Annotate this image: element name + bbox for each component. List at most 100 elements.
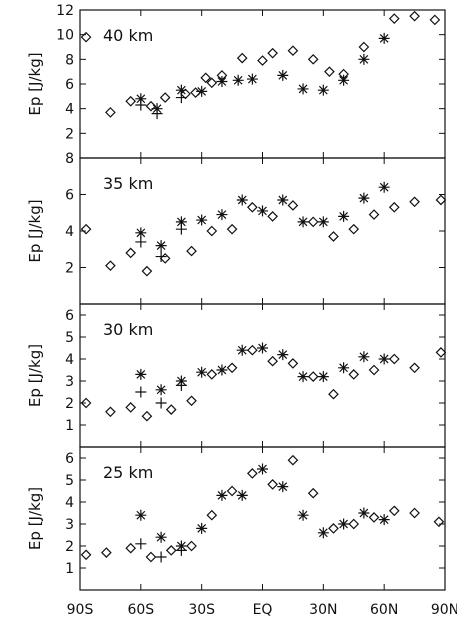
diamond-marker <box>348 369 360 380</box>
star-marker <box>297 371 309 383</box>
diamond-marker <box>388 353 400 365</box>
star-marker <box>216 209 228 221</box>
series-diamond <box>80 194 447 277</box>
diamond-marker <box>145 551 157 563</box>
series-star <box>135 342 390 396</box>
star-marker <box>216 489 228 501</box>
diamond-marker <box>186 245 197 257</box>
diamond-marker <box>206 77 218 89</box>
diamond-marker <box>125 542 137 554</box>
y-axis-label: Ep [J/kg] <box>26 487 44 550</box>
plus-marker <box>175 379 187 391</box>
series-star <box>135 32 390 115</box>
diamond-marker <box>80 549 92 561</box>
diamond-marker <box>105 406 116 418</box>
series-diamond <box>80 454 445 563</box>
plus-marker <box>135 99 147 111</box>
diamond-marker <box>159 253 171 264</box>
star-marker <box>257 205 268 217</box>
diamond-marker <box>429 14 441 26</box>
diamond-marker <box>409 507 420 519</box>
diamond-marker <box>186 395 197 407</box>
y-tick-label: 1 <box>65 561 74 577</box>
panel-4: 1 2 3 4 5 6 25 km Ep [J/kg] <box>26 446 446 591</box>
y-tick-label: 2 <box>65 396 74 412</box>
star-marker <box>338 362 350 374</box>
diamond-marker <box>206 509 218 521</box>
y-tick-label: 3 <box>65 374 74 390</box>
y-axis-label: Ep [J/kg] <box>26 199 44 262</box>
y-tick-label: 12 <box>56 3 74 19</box>
diamond-marker <box>287 45 299 57</box>
diamond-marker <box>186 540 197 552</box>
diamond-marker <box>206 225 218 237</box>
x-tick-label: 90S <box>67 602 94 618</box>
y-tick-label: 10 <box>56 28 74 44</box>
star-marker <box>378 514 390 526</box>
star-marker <box>338 74 350 86</box>
plus-marker <box>135 236 147 248</box>
diamond-marker <box>180 88 191 100</box>
star-marker <box>155 384 167 396</box>
star-marker <box>317 84 329 96</box>
series-diamond <box>80 344 447 422</box>
star-marker <box>216 364 228 376</box>
series-star <box>135 181 390 252</box>
diamond-marker <box>358 41 370 53</box>
plus-marker <box>155 551 167 563</box>
panel-3: 1 2 3 4 5 6 30 km Ep [J/kg] <box>26 303 447 448</box>
diamond-marker <box>287 200 299 211</box>
star-marker <box>277 349 289 361</box>
diamond-marker <box>247 468 258 479</box>
x-tick-label: 60S <box>127 602 154 618</box>
diamond-marker <box>267 355 278 367</box>
star-marker <box>236 489 248 501</box>
star-marker <box>338 210 350 222</box>
star-marker <box>317 527 329 539</box>
diamond-marker <box>267 479 278 490</box>
diamond-marker <box>165 545 177 556</box>
y-tick-label: 4 <box>65 102 74 118</box>
star-marker <box>155 531 167 543</box>
diamond-marker <box>388 201 400 213</box>
star-marker <box>232 74 244 86</box>
star-marker <box>378 353 390 365</box>
star-marker <box>196 366 208 378</box>
diamond-marker <box>348 223 360 235</box>
diamond-marker <box>267 47 278 59</box>
y-tick-label: 2 <box>65 261 74 277</box>
star-marker <box>135 93 147 105</box>
x-tick-label: 60N <box>370 602 398 618</box>
plus-marker <box>175 223 187 235</box>
y-tick-label: 5 <box>65 330 74 346</box>
panel-label: 30 km <box>103 320 153 339</box>
diamond-marker <box>409 10 420 22</box>
star-marker <box>236 194 248 206</box>
diamond-marker <box>226 362 238 374</box>
diamond-marker <box>433 516 445 528</box>
star-marker <box>338 518 350 530</box>
star-marker <box>317 216 329 228</box>
star-marker <box>277 481 289 493</box>
y-axis-label: Ep [J/kg] <box>26 344 44 407</box>
diamond-marker <box>80 223 92 235</box>
diamond-marker <box>368 209 380 220</box>
panel-label: 40 km <box>103 26 153 45</box>
diamond-marker <box>101 547 112 558</box>
diamond-marker <box>328 231 339 242</box>
diamond-marker <box>105 107 116 118</box>
star-marker <box>358 53 370 65</box>
y-tick-label: 4 <box>65 224 74 240</box>
y-tick-label: 6 <box>65 77 74 93</box>
star-marker <box>378 32 390 44</box>
plus-marker <box>151 108 163 120</box>
diamond-marker <box>226 485 238 497</box>
diamond-marker <box>328 388 339 400</box>
star-marker <box>297 216 309 228</box>
diamond-marker <box>145 100 157 112</box>
series-plus <box>135 379 187 409</box>
diamond-marker <box>247 201 258 213</box>
diamond-marker <box>388 13 400 24</box>
diamond-marker <box>388 505 400 517</box>
